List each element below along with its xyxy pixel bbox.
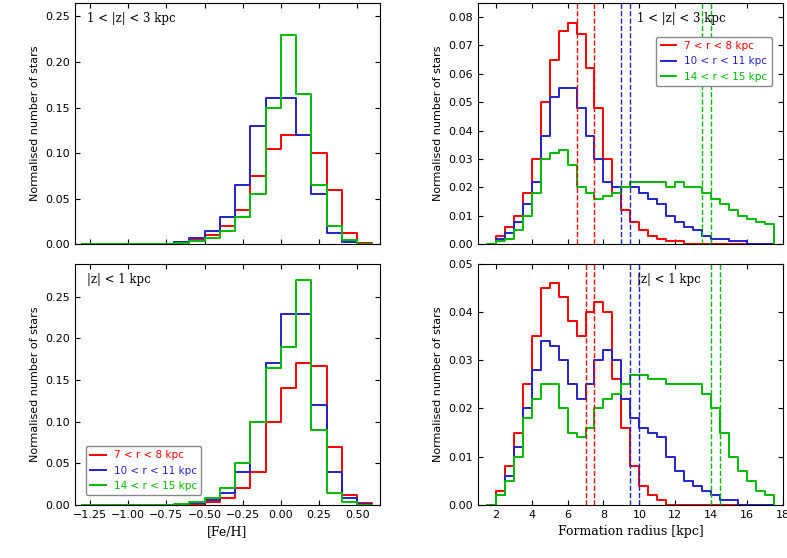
Legend: 7 < r < 8 kpc, 10 < r < 11 kpc, 14 < r < 15 kpc: 7 < r < 8 kpc, 10 < r < 11 kpc, 14 < r <… xyxy=(656,37,772,86)
Y-axis label: Normalised number of stars: Normalised number of stars xyxy=(433,46,442,201)
Text: 1 < |z| < 3 kpc: 1 < |z| < 3 kpc xyxy=(637,12,725,26)
Y-axis label: Normalised number of stars: Normalised number of stars xyxy=(30,46,39,201)
X-axis label: [Fe/H]: [Fe/H] xyxy=(207,526,248,538)
Text: 1 < |z| < 3 kpc: 1 < |z| < 3 kpc xyxy=(87,12,176,26)
Y-axis label: Normalised number of stars: Normalised number of stars xyxy=(30,306,39,462)
Y-axis label: Normalised number of stars: Normalised number of stars xyxy=(433,306,442,462)
X-axis label: Formation radius [kpc]: Formation radius [kpc] xyxy=(557,526,704,538)
Text: |z| < 1 kpc: |z| < 1 kpc xyxy=(637,273,700,286)
Legend: 7 < r < 8 kpc, 10 < r < 11 kpc, 14 < r < 15 kpc: 7 < r < 8 kpc, 10 < r < 11 kpc, 14 < r <… xyxy=(86,446,201,495)
Text: |z| < 1 kpc: |z| < 1 kpc xyxy=(87,273,151,286)
